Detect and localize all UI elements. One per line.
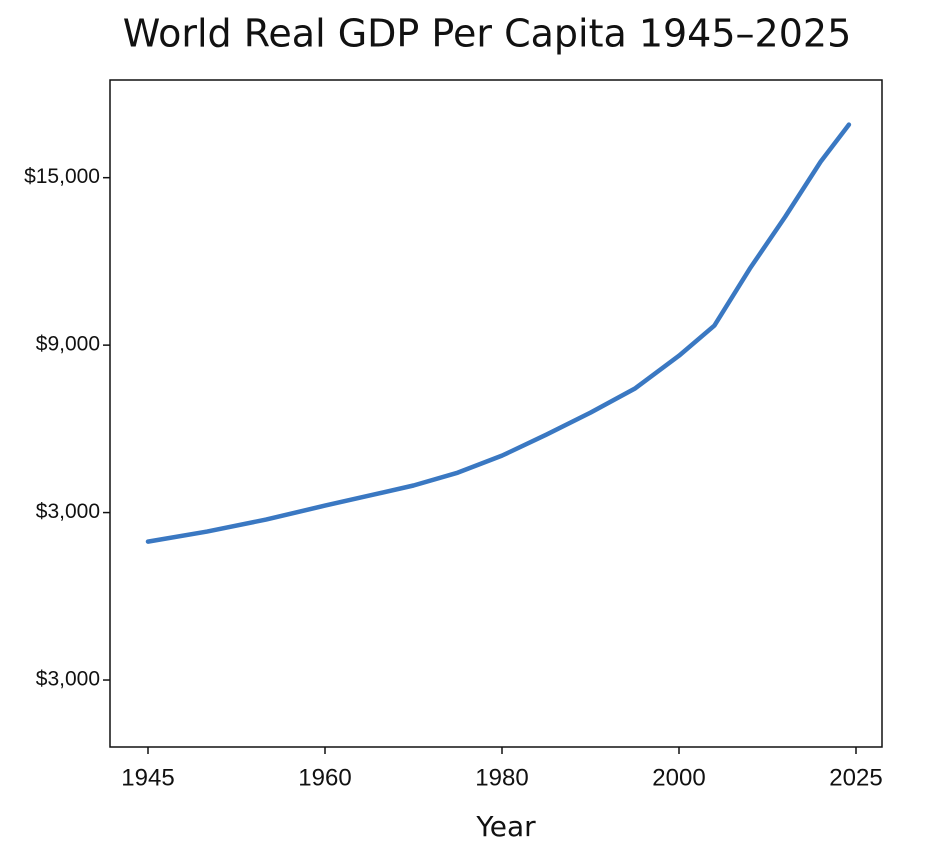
x-tick-label: 1945	[121, 764, 174, 791]
x-tick-label: 1980	[475, 764, 528, 791]
y-tick-label: $9,000	[36, 333, 100, 356]
y-tick-label: $3,000	[36, 668, 100, 691]
y-tick-label: $15,000	[24, 165, 100, 188]
x-tick-label: 1960	[298, 764, 351, 791]
x-tick-label: 2000	[652, 764, 705, 791]
x-axis-label: Year	[475, 810, 536, 843]
plot-frame	[109, 79, 883, 748]
chart-title: World Real GDP Per Capita 1945–2025	[123, 12, 852, 56]
y-tick-label: $3,000	[36, 500, 100, 523]
line-series	[145, 122, 852, 544]
x-tick-label: 2025	[829, 764, 882, 791]
